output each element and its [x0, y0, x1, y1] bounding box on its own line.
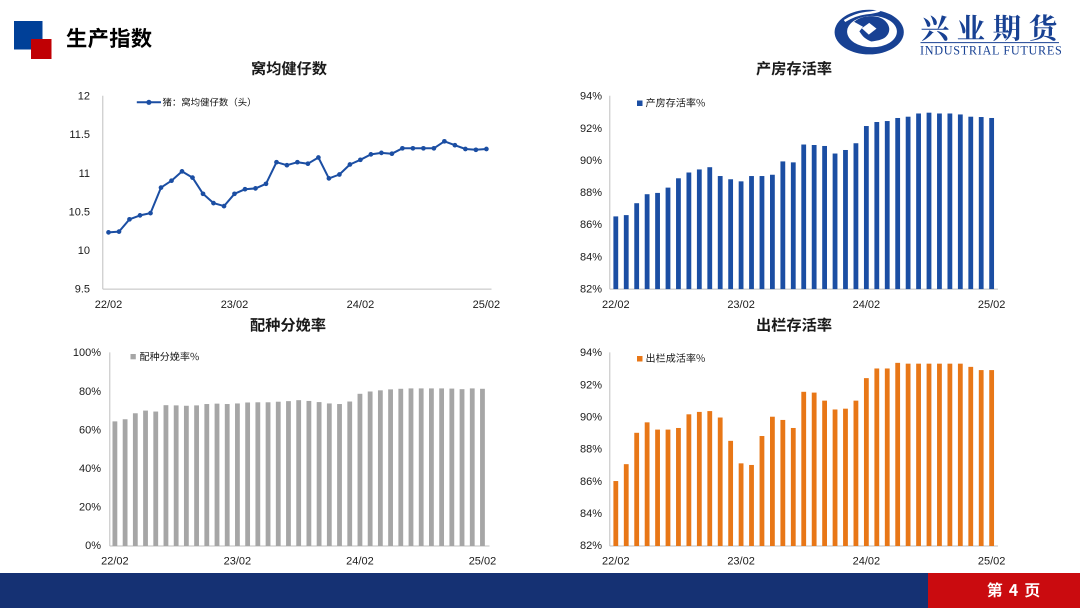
- svg-text:23/02: 23/02: [224, 556, 252, 568]
- svg-text:80%: 80%: [79, 386, 101, 398]
- svg-text:23/02: 23/02: [221, 299, 249, 311]
- svg-text:22/02: 22/02: [95, 299, 123, 311]
- svg-text:88%: 88%: [580, 187, 602, 199]
- svg-text:60%: 60%: [79, 424, 101, 436]
- svg-text:INDUSTRIAL FUTURES: INDUSTRIAL FUTURES: [920, 43, 1063, 57]
- svg-text:20%: 20%: [79, 502, 101, 514]
- svg-text:86%: 86%: [580, 476, 602, 488]
- svg-text:24/02: 24/02: [853, 299, 881, 311]
- svg-text:24/02: 24/02: [853, 556, 881, 568]
- svg-text:25/02: 25/02: [978, 299, 1006, 311]
- svg-text:22/02: 22/02: [602, 299, 630, 311]
- svg-text:92%: 92%: [580, 379, 602, 391]
- svg-text:25/02: 25/02: [469, 556, 497, 568]
- svg-text:94%: 94%: [580, 91, 602, 103]
- svg-text:22/02: 22/02: [602, 556, 630, 568]
- svg-text:23/02: 23/02: [727, 556, 755, 568]
- svg-text:25/02: 25/02: [978, 556, 1006, 568]
- svg-text:90%: 90%: [580, 155, 602, 167]
- svg-text:100%: 100%: [73, 347, 101, 359]
- svg-text:40%: 40%: [79, 463, 101, 475]
- svg-text:0%: 0%: [85, 540, 101, 552]
- svg-text:22/02: 22/02: [101, 556, 129, 568]
- svg-text:84%: 84%: [580, 508, 602, 520]
- svg-text:24/02: 24/02: [346, 556, 374, 568]
- svg-text:82%: 82%: [580, 540, 602, 552]
- svg-text:82%: 82%: [580, 284, 602, 296]
- svg-text:10: 10: [78, 245, 90, 257]
- svg-text:11.5: 11.5: [69, 129, 90, 141]
- svg-text:86%: 86%: [580, 219, 602, 231]
- svg-text:25/02: 25/02: [473, 299, 501, 311]
- svg-text:84%: 84%: [580, 251, 602, 263]
- svg-text:94%: 94%: [580, 347, 602, 359]
- svg-text:9.5: 9.5: [75, 284, 90, 296]
- svg-text:11: 11: [79, 168, 90, 180]
- svg-text:90%: 90%: [580, 412, 602, 424]
- svg-text:10.5: 10.5: [69, 206, 90, 218]
- svg-text:12: 12: [78, 91, 90, 103]
- svg-text:24/02: 24/02: [347, 299, 375, 311]
- svg-text:23/02: 23/02: [727, 299, 755, 311]
- svg-text:88%: 88%: [580, 444, 602, 456]
- svg-text:92%: 92%: [580, 123, 602, 135]
